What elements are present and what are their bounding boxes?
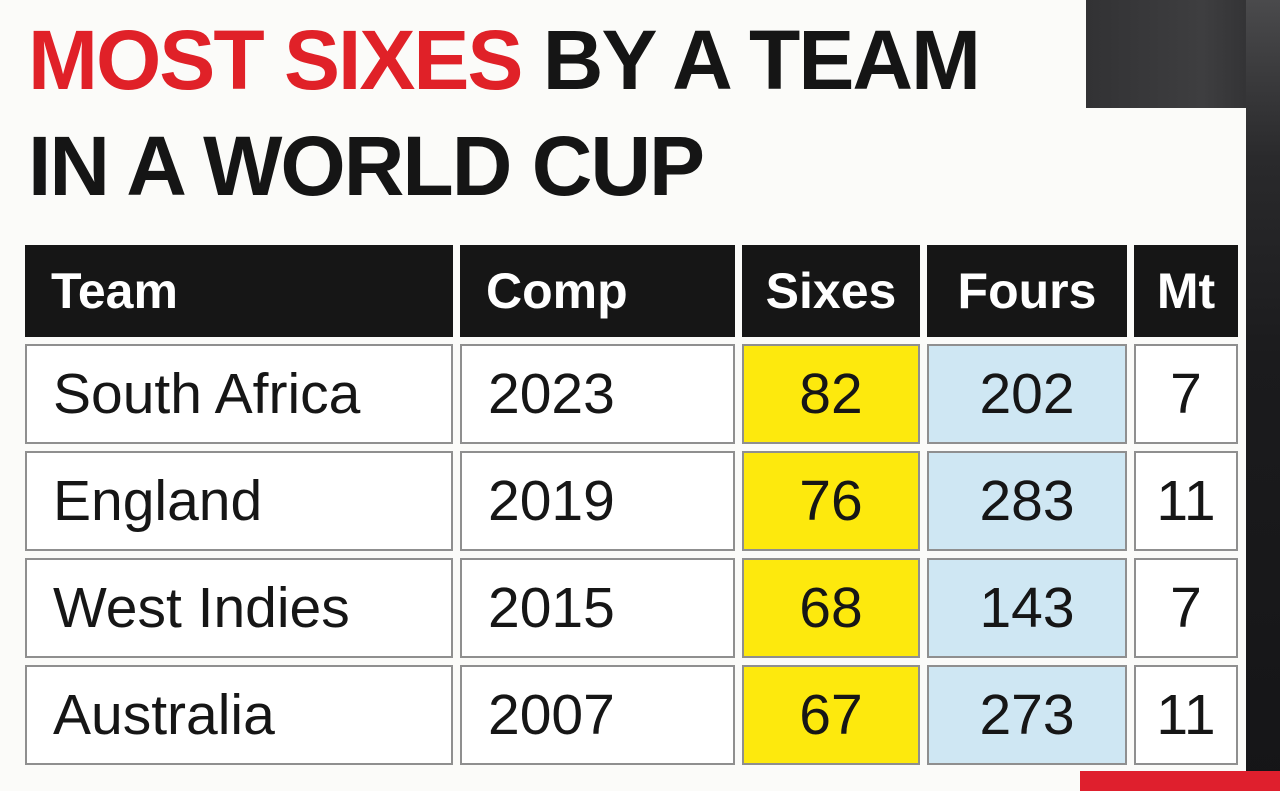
- cell-team: England: [25, 451, 453, 551]
- cell-team: West Indies: [25, 558, 453, 658]
- column-header-team: Team: [25, 245, 453, 337]
- cell-comp: 2015: [460, 558, 735, 658]
- column-header-comp: Comp: [460, 245, 735, 337]
- column-header-mt: Mt: [1134, 245, 1238, 337]
- stats-table: Team Comp Sixes Fours Mt South Africa 20…: [25, 245, 1238, 765]
- photo-edge-right: [1246, 0, 1280, 791]
- cell-sixes: 82: [742, 344, 920, 444]
- cell-mt: 11: [1134, 451, 1238, 551]
- cell-fours: 283: [927, 451, 1127, 551]
- cell-team: Australia: [25, 665, 453, 765]
- title-line1: MOST SIXES BY A TEAM: [28, 8, 981, 114]
- cell-sixes: 76: [742, 451, 920, 551]
- title-line2: IN A WORLD CUP: [28, 118, 705, 213]
- cell-comp: 2007: [460, 665, 735, 765]
- cell-mt: 7: [1134, 344, 1238, 444]
- photo-edge-bottom-red: [1080, 771, 1280, 791]
- cell-mt: 11: [1134, 665, 1238, 765]
- title-highlight: MOST SIXES: [28, 13, 523, 107]
- cell-sixes: 68: [742, 558, 920, 658]
- column-header-fours: Fours: [927, 245, 1127, 337]
- cell-fours: 143: [927, 558, 1127, 658]
- page-title: MOST SIXES BY A TEAM IN A WORLD CUP: [28, 8, 981, 220]
- cell-fours: 202: [927, 344, 1127, 444]
- column-header-sixes: Sixes: [742, 245, 920, 337]
- cell-fours: 273: [927, 665, 1127, 765]
- cell-sixes: 67: [742, 665, 920, 765]
- cell-comp: 2019: [460, 451, 735, 551]
- cell-team: South Africa: [25, 344, 453, 444]
- cell-comp: 2023: [460, 344, 735, 444]
- title-rest: BY A TEAM: [521, 13, 981, 107]
- cell-mt: 7: [1134, 558, 1238, 658]
